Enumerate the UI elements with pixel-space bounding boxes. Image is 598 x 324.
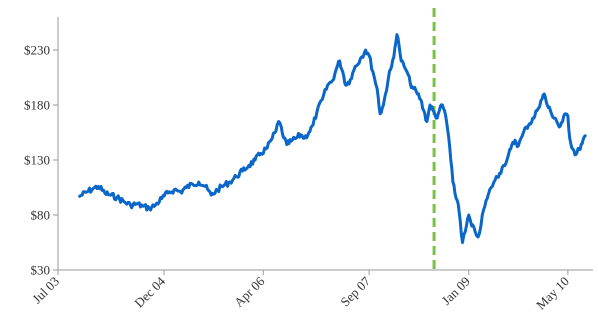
x-tick-label: May 10: [533, 274, 572, 313]
y-tick-label: $30: [31, 263, 51, 278]
x-axis-ticks: Jul 03 Dec 04 Apr 06 Sep 07 Jan 09 May 10: [29, 270, 572, 312]
x-tick-label: Dec 04: [131, 273, 168, 310]
x-tick-label: Jul 03: [29, 274, 62, 307]
y-axis-ticks: $30 $80 $130 $180 $230: [24, 43, 58, 278]
y-tick-label: $180: [24, 98, 50, 113]
series-group: [78, 33, 587, 244]
x-tick-label: Jan 09: [439, 274, 473, 308]
y-tick-label: $130: [24, 153, 50, 168]
y-tick-label: $230: [24, 43, 50, 58]
price-series-line: [78, 33, 587, 244]
y-tick-label: $80: [31, 208, 51, 223]
x-tick-label: Apr 06: [231, 273, 268, 310]
x-tick-label: Sep 07: [337, 273, 373, 309]
